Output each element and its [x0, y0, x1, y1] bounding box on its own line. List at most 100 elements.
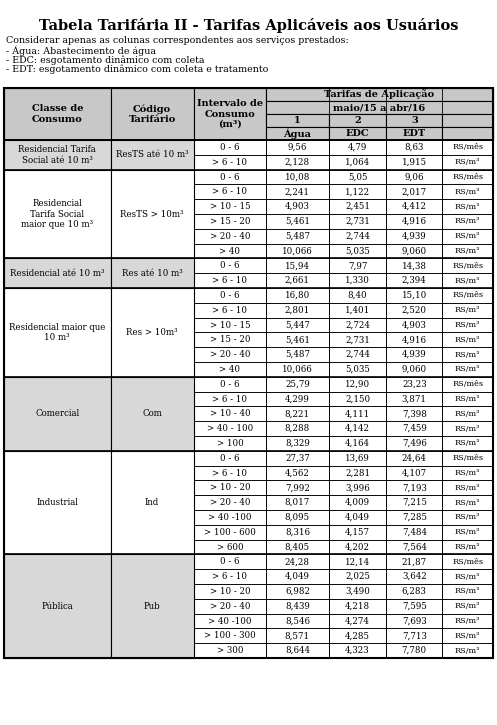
- Text: ResTS até 10 m³: ResTS até 10 m³: [116, 150, 188, 160]
- Bar: [194, 495, 266, 510]
- Bar: [194, 199, 266, 214]
- Text: RS/m³: RS/m³: [455, 602, 480, 610]
- Bar: [442, 362, 493, 377]
- Text: 8,017: 8,017: [285, 498, 310, 507]
- Text: Residencial até 10 m³: Residencial até 10 m³: [10, 269, 104, 278]
- Text: 4,916: 4,916: [402, 335, 427, 344]
- Text: 24,64: 24,64: [402, 454, 427, 463]
- Text: > 20 - 40: > 20 - 40: [210, 232, 250, 241]
- Bar: [329, 525, 386, 539]
- Bar: [194, 258, 266, 273]
- Bar: [194, 273, 266, 288]
- Bar: [266, 407, 329, 421]
- Text: 23,23: 23,23: [402, 380, 426, 389]
- Text: 3: 3: [411, 116, 417, 125]
- Bar: [194, 555, 266, 569]
- Text: 12,14: 12,14: [345, 558, 370, 566]
- Text: 25,79: 25,79: [285, 380, 310, 389]
- Bar: [329, 407, 386, 421]
- Text: 2,661: 2,661: [285, 276, 310, 285]
- Text: 8,329: 8,329: [285, 439, 310, 448]
- Bar: [386, 392, 442, 407]
- Bar: [386, 258, 442, 273]
- Bar: [194, 332, 266, 347]
- Text: 6,283: 6,283: [402, 587, 427, 596]
- Bar: [266, 347, 329, 362]
- Bar: [266, 465, 329, 481]
- Bar: [329, 347, 386, 362]
- Bar: [111, 170, 194, 258]
- Bar: [111, 451, 194, 555]
- Bar: [266, 362, 329, 377]
- Text: Tabela Tarifária II - Tarifas Aplicáveis aos Usuários: Tabela Tarifária II - Tarifas Aplicáveis…: [39, 18, 458, 33]
- Text: 2,801: 2,801: [285, 306, 310, 315]
- Text: 7,285: 7,285: [402, 513, 427, 522]
- Bar: [194, 214, 266, 229]
- Text: 2: 2: [354, 116, 361, 125]
- Text: RS/m³: RS/m³: [455, 321, 480, 329]
- Bar: [329, 569, 386, 584]
- Bar: [4, 377, 111, 451]
- Text: 8,221: 8,221: [285, 410, 310, 418]
- Bar: [329, 127, 386, 140]
- Text: RS/m³: RS/m³: [455, 587, 480, 595]
- Bar: [194, 318, 266, 332]
- Text: 15,94: 15,94: [285, 261, 310, 270]
- Text: > 20 - 40: > 20 - 40: [210, 498, 250, 507]
- Bar: [266, 258, 329, 273]
- Text: > 40 -100: > 40 -100: [208, 616, 251, 626]
- Text: RS/m³: RS/m³: [455, 543, 480, 551]
- Text: 8,546: 8,546: [285, 616, 310, 626]
- Text: Água: Água: [283, 128, 312, 138]
- Text: 2,731: 2,731: [345, 217, 370, 226]
- Text: 5,487: 5,487: [285, 350, 310, 359]
- Text: ResTS > 10m³: ResTS > 10m³: [120, 210, 184, 218]
- Text: 4,903: 4,903: [285, 202, 310, 211]
- Text: > 15 - 20: > 15 - 20: [210, 217, 250, 226]
- Text: RS/m³: RS/m³: [455, 573, 480, 581]
- Bar: [442, 436, 493, 451]
- Bar: [386, 332, 442, 347]
- Text: 2,520: 2,520: [402, 306, 427, 315]
- Bar: [111, 377, 194, 451]
- Text: 2,394: 2,394: [402, 276, 426, 285]
- Bar: [194, 451, 266, 465]
- Bar: [386, 629, 442, 643]
- Text: RS/m³: RS/m³: [455, 484, 480, 492]
- Bar: [442, 421, 493, 436]
- Text: - EDT: esgotamento dinâmico com coleta e tratamento: - EDT: esgotamento dinâmico com coleta e…: [6, 65, 268, 74]
- Text: 3,996: 3,996: [345, 484, 370, 492]
- Bar: [386, 495, 442, 510]
- Text: RS/m³: RS/m³: [455, 351, 480, 359]
- Text: 8,288: 8,288: [285, 424, 310, 433]
- Text: 9,06: 9,06: [405, 173, 424, 181]
- Text: Res > 10m³: Res > 10m³: [126, 328, 178, 337]
- Text: 7,992: 7,992: [285, 484, 310, 492]
- Text: RS/m³: RS/m³: [455, 306, 480, 314]
- Bar: [266, 170, 329, 184]
- Bar: [111, 555, 194, 658]
- Bar: [442, 465, 493, 481]
- Bar: [442, 199, 493, 214]
- Text: Considerar apenas as colunas correspondentes aos serviços prestados:: Considerar apenas as colunas corresponde…: [6, 36, 349, 45]
- Bar: [386, 407, 442, 421]
- Bar: [4, 288, 111, 377]
- Text: 5,461: 5,461: [285, 335, 310, 344]
- Bar: [266, 629, 329, 643]
- Text: 0 - 6: 0 - 6: [220, 143, 240, 152]
- Text: 4,157: 4,157: [345, 528, 370, 536]
- Text: > 10 - 20: > 10 - 20: [210, 484, 250, 492]
- Text: 7,496: 7,496: [402, 439, 427, 448]
- Text: 5,035: 5,035: [345, 247, 370, 255]
- Bar: [329, 584, 386, 599]
- Text: RS/mês: RS/mês: [452, 291, 483, 299]
- Text: 0 - 6: 0 - 6: [220, 454, 240, 463]
- Text: 24,28: 24,28: [285, 558, 310, 566]
- Bar: [329, 451, 386, 465]
- Bar: [4, 170, 111, 258]
- Bar: [386, 481, 442, 495]
- Text: RS/m³: RS/m³: [455, 158, 480, 166]
- Bar: [442, 451, 493, 465]
- Text: 7,713: 7,713: [402, 631, 427, 640]
- Bar: [266, 155, 329, 170]
